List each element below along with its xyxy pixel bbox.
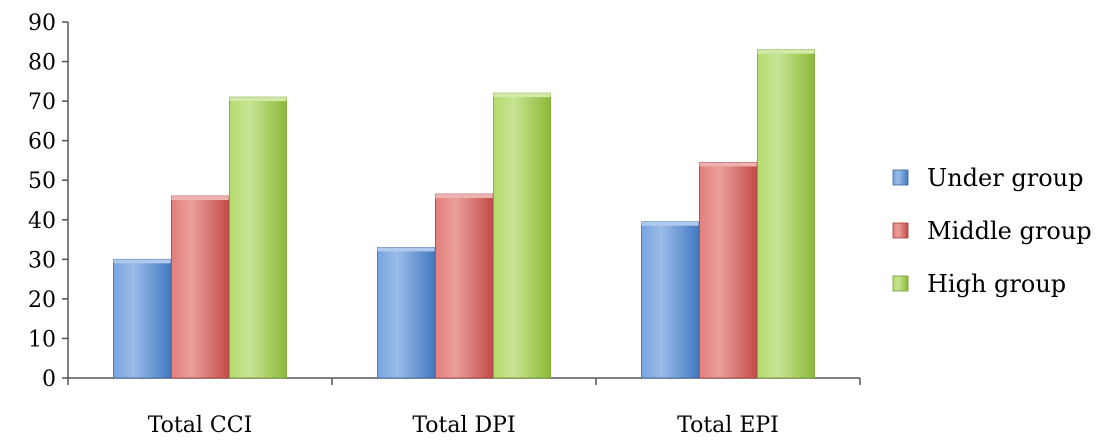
- bar-cap: [377, 247, 435, 252]
- y-tick-label: 70: [28, 90, 56, 115]
- category-label: Total CCI: [148, 413, 253, 438]
- legend-label: Middle group: [927, 217, 1092, 245]
- bar-cap: [171, 196, 229, 201]
- category-labels: Total CCI Total DPI Total EPI: [148, 413, 779, 438]
- bar-cap: [113, 259, 171, 264]
- bar-cap: [229, 97, 287, 102]
- y-tick-label: 30: [28, 248, 56, 273]
- legend-swatch: [892, 169, 909, 186]
- legend-label: Under group: [927, 164, 1083, 192]
- bar-cap: [641, 221, 699, 226]
- legend-swatch: [892, 275, 909, 292]
- bar-middle-group-total-cci: [171, 195, 229, 379]
- bar-under-group-total-dpi: [377, 247, 435, 379]
- bar-middle-group-total-dpi: [435, 193, 493, 379]
- legend-label: High group: [927, 270, 1066, 298]
- category-label: Total DPI: [412, 413, 515, 438]
- bar-cap: [493, 93, 551, 98]
- y-tick-label: 50: [28, 169, 56, 194]
- bar-high-group-total-cci: [229, 96, 287, 379]
- category-label: Total EPI: [677, 413, 779, 438]
- bar-under-group-total-cci: [113, 258, 171, 379]
- y-tick-label: 0: [42, 367, 56, 392]
- bar-cap: [757, 49, 815, 54]
- y-tick-label: 40: [28, 209, 56, 234]
- bar-middle-group-total-epi: [699, 162, 757, 379]
- bar-under-group-total-epi: [641, 221, 699, 379]
- bar-high-group-total-epi: [757, 49, 815, 379]
- bar-cap: [435, 194, 493, 199]
- y-tick-label: 10: [28, 327, 56, 352]
- y-tick-label: 20: [28, 288, 56, 313]
- legend-swatch: [892, 222, 909, 239]
- bar-high-group-total-dpi: [493, 92, 551, 379]
- bars: [113, 49, 815, 379]
- y-tick-label: 60: [28, 130, 56, 155]
- y-tick-label: 90: [28, 11, 56, 36]
- y-tick-label: 80: [28, 51, 56, 76]
- bar-cap: [699, 162, 757, 167]
- legend: Under group Middle group High group: [892, 164, 1092, 298]
